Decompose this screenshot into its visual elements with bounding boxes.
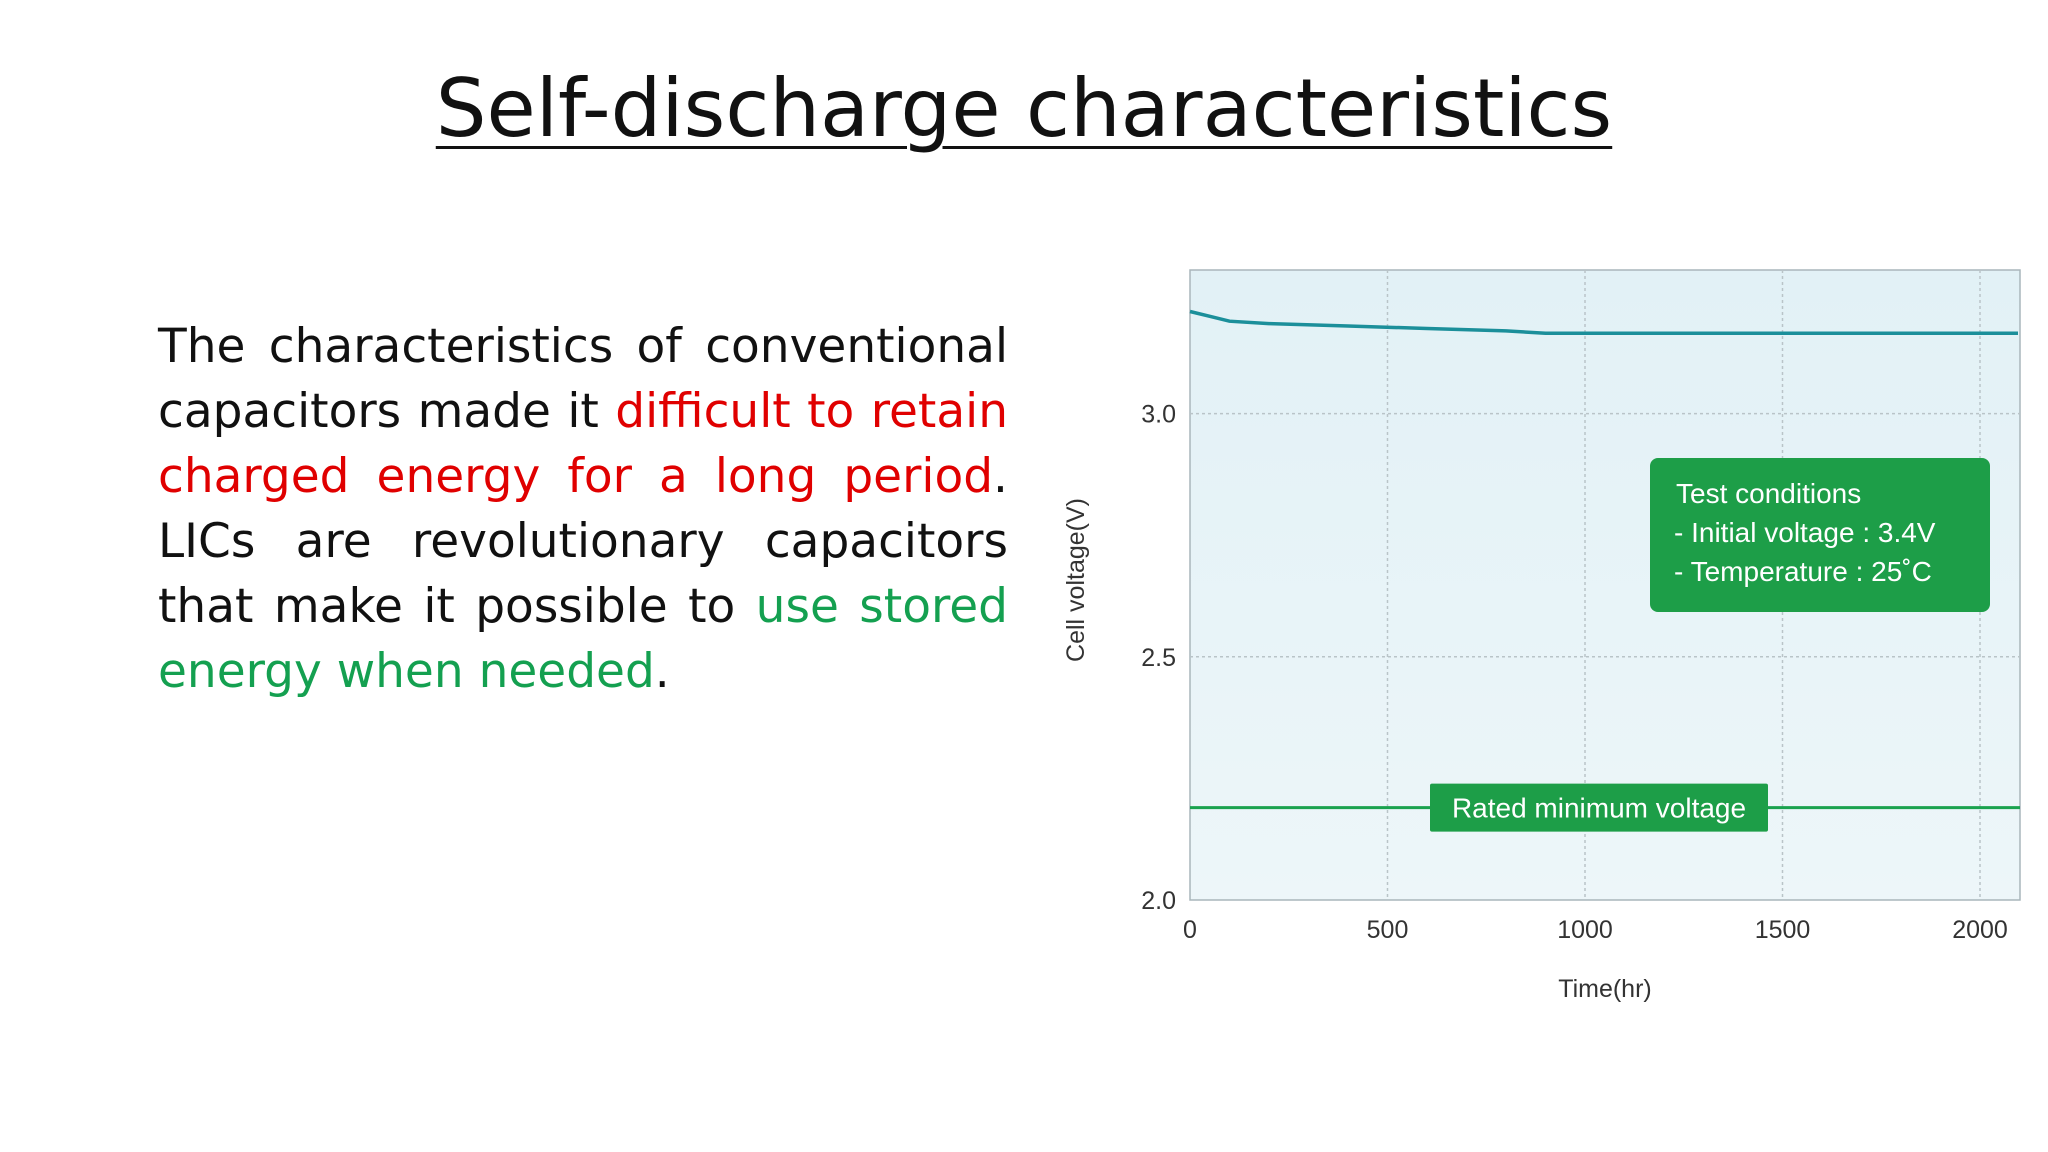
y-tick-label: 2.0 [1141, 887, 1176, 915]
body-paragraph: The characteristics of conventional capa… [158, 314, 1008, 704]
paragraph-highlight-green: use stored energy when needed [158, 579, 1008, 699]
y-tick-label: 2.5 [1141, 644, 1176, 672]
paragraph-segment: The characteristics of conventional capa… [158, 319, 1008, 439]
x-axis-ticks: 0 500 1000 1500 2000 [1183, 916, 2008, 944]
y-axis-label: Cell voltage(V) [1062, 498, 1090, 662]
rated-minimum-voltage-label-box [1430, 783, 1768, 832]
test-conditions-voltage: - Initial voltage : 3.4V [1674, 517, 1936, 548]
cell-voltage-series-line [1189, 309, 2018, 336]
y-tick-label: 3.0 [1141, 401, 1176, 429]
paragraph-segment: . LICs are revolutionary capacitors that… [158, 449, 1008, 634]
x-tick-label: 2000 [1952, 916, 2008, 944]
x-tick-label: 0 [1183, 916, 1197, 944]
x-axis-label: Time(hr) [1558, 975, 1652, 1003]
paragraph-highlight-red: difficult to retain charged energy for a… [158, 384, 1008, 504]
paragraph-segment: . [654, 644, 670, 699]
test-conditions-box: Test conditions - Initial voltage : 3.4V… [1650, 458, 1990, 612]
self-discharge-chart: 2.0 2.5 3.0 0 500 1000 1500 2000 Rated minimum… [1062, 269, 2021, 1003]
test-conditions-temperature: - Temperature : 25˚C [1674, 556, 1932, 587]
slide-title: Self-discharge characteristics [0, 62, 2048, 155]
x-tick-label: 1000 [1557, 916, 1613, 944]
test-conditions-title: Test conditions [1676, 478, 1861, 509]
rated-minimum-voltage-label: Rated minimum voltage [1452, 793, 1746, 824]
x-tick-label: 500 [1367, 916, 1409, 944]
y-axis-ticks: 2.0 2.5 3.0 [1141, 401, 1176, 915]
x-tick-label: 1500 [1755, 916, 1811, 944]
slide-title-text: Self-discharge characteristics [435, 62, 1613, 155]
